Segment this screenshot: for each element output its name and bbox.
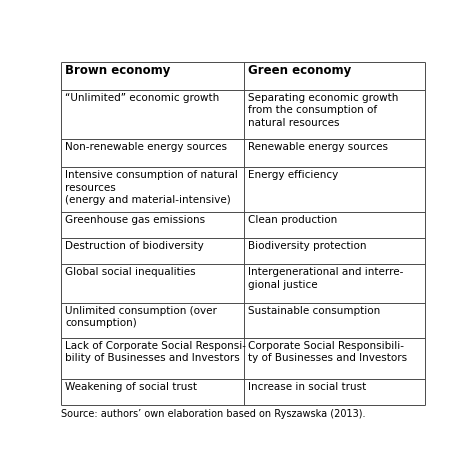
Text: “Unlimited” economic growth: “Unlimited” economic growth	[65, 93, 220, 103]
Text: Source: authors’ own elaboration based on Ryszawska (2013).: Source: authors’ own elaboration based o…	[61, 409, 365, 419]
Text: Unlimited consumption (over
consumption): Unlimited consumption (over consumption)	[65, 306, 218, 328]
Text: Intergenerational and interre-
gional justice: Intergenerational and interre- gional ju…	[248, 267, 404, 289]
Text: Separating economic growth
from the consumption of
natural resources: Separating economic growth from the cons…	[248, 93, 399, 128]
Text: Green economy: Green economy	[248, 64, 352, 78]
Text: Greenhouse gas emissions: Greenhouse gas emissions	[65, 215, 206, 225]
Text: Non-renewable energy sources: Non-renewable energy sources	[65, 142, 228, 152]
Text: Destruction of biodiversity: Destruction of biodiversity	[65, 241, 204, 251]
Text: Clean production: Clean production	[248, 215, 337, 225]
Text: Increase in social trust: Increase in social trust	[248, 382, 367, 392]
Text: Lack of Corporate Social Responsi-
bility of Businesses and Investors: Lack of Corporate Social Responsi- bilit…	[65, 341, 246, 363]
Text: Weakening of social trust: Weakening of social trust	[65, 382, 198, 392]
Text: Sustainable consumption: Sustainable consumption	[248, 306, 381, 316]
Text: Global social inequalities: Global social inequalities	[65, 267, 196, 277]
Text: Intensive consumption of natural
resources
(energy and material-intensive): Intensive consumption of natural resourc…	[65, 170, 238, 205]
Text: Energy efficiency: Energy efficiency	[248, 170, 339, 180]
Text: Biodiversity protection: Biodiversity protection	[248, 241, 367, 251]
Text: Brown economy: Brown economy	[65, 64, 171, 78]
Text: Corporate Social Responsibili-
ty of Businesses and Investors: Corporate Social Responsibili- ty of Bus…	[248, 341, 408, 363]
Text: Renewable energy sources: Renewable energy sources	[248, 142, 388, 152]
